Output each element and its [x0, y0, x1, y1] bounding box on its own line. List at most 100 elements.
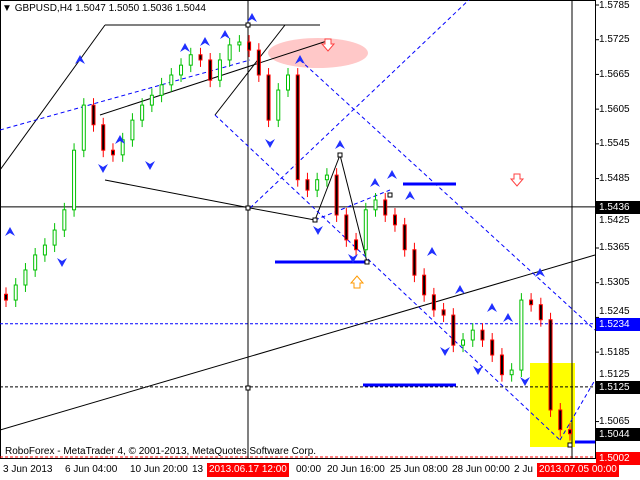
buy-arrow-icon — [349, 275, 365, 289]
candle-body — [33, 254, 38, 271]
crosshair-time-tag: 2013.07.05 00:00 — [537, 463, 619, 477]
time-label: 00:00 — [296, 464, 322, 475]
trend-line — [214, 24, 286, 116]
fractal-up-icon — [247, 13, 257, 22]
candle-body — [276, 89, 281, 121]
candle-body — [286, 74, 290, 91]
fractal-up-icon — [535, 268, 545, 277]
candle-body — [451, 314, 456, 346]
fractal-down-icon — [98, 164, 108, 173]
fractal-up-icon — [455, 285, 465, 294]
price-tick-label: 1.5665 — [599, 68, 630, 80]
fractal-up-icon — [503, 313, 513, 322]
candle-body — [324, 174, 329, 181]
channel-line — [559, 379, 596, 441]
time-label: 10 Jun 20:00 — [130, 464, 188, 475]
price-level-tag: 1.5125 — [596, 380, 640, 394]
fractal-down-icon — [520, 377, 530, 386]
candle-body — [305, 179, 310, 191]
channel-line — [299, 59, 596, 331]
candle-body — [4, 293, 8, 301]
candle-body — [101, 124, 106, 151]
trend-line — [249, 207, 316, 221]
candle-body — [159, 84, 164, 96]
candle-body — [412, 249, 417, 276]
candle-body — [422, 274, 427, 296]
fractal-down-icon — [473, 366, 483, 375]
price-tick-label: 1.5605 — [599, 103, 630, 115]
candle-body — [140, 104, 145, 121]
price-level-tag: 1.5002 — [596, 452, 640, 465]
time-label: 6 Jun 04:00 — [65, 464, 118, 475]
candle-body — [217, 59, 222, 81]
candle-body — [480, 329, 485, 341]
candle-body — [247, 41, 252, 51]
price-tick-label: 1.5485 — [599, 173, 630, 185]
candle-body — [208, 59, 213, 81]
fractal-up-icon — [370, 178, 380, 187]
candle-body — [256, 49, 261, 76]
candle-body — [237, 41, 242, 46]
candle-body — [295, 74, 300, 181]
copyright-text: RoboForex - MetaTrader 4, © 2001-2013, M… — [5, 446, 317, 457]
candle-body — [490, 339, 495, 356]
price-tick-label: 1.5305 — [599, 277, 630, 289]
price-tick-label: 1.5125 — [599, 368, 630, 380]
time-label: 3 Jun 2013 — [3, 464, 53, 475]
candle-body — [383, 199, 388, 216]
plot-frame — [0, 0, 596, 459]
candle-body — [363, 209, 368, 251]
anchor-point — [245, 385, 251, 391]
time-label: 28 Jun 00:00 — [452, 464, 510, 475]
anchor-point — [245, 205, 251, 211]
candle-body — [402, 224, 407, 251]
chart-title: ▼ GBPUSD,H4 1.5047 1.5050 1.5036 1.5044 — [2, 3, 206, 14]
time-label: 2 Ju — [514, 464, 533, 475]
candle-body — [354, 239, 359, 251]
fractal-up-icon — [335, 140, 345, 149]
candle-body — [62, 209, 67, 231]
price-tick-label: 1.5425 — [599, 214, 630, 226]
price-tick-label: 1.5185 — [599, 346, 630, 358]
anchor-point — [245, 22, 251, 28]
fractal-up-icon — [387, 170, 397, 179]
candle-body — [431, 294, 436, 311]
price-tick-label: 1.5725 — [599, 34, 630, 46]
candle-body — [227, 44, 232, 61]
anchor-point — [567, 442, 573, 448]
fractal-up-icon — [427, 247, 437, 256]
fractal-down-icon — [313, 226, 323, 235]
triangle-down-icon[interactable]: ▼ — [2, 3, 12, 14]
reversal-zone — [268, 38, 368, 68]
candle-body — [110, 149, 115, 156]
price-tick-label: 1.5365 — [599, 242, 630, 254]
fractal-down-icon — [440, 347, 450, 356]
candle-body — [13, 284, 18, 301]
candle-body — [470, 329, 475, 341]
time-label: 25 Jun 08:00 — [390, 464, 448, 475]
candle-body — [519, 299, 524, 371]
trend-line — [99, 39, 331, 116]
candle-body — [266, 74, 271, 121]
fractal-up-icon — [295, 55, 305, 64]
fractal-up-icon — [180, 43, 190, 52]
price-tick-label: 1.5245 — [599, 305, 630, 317]
trend-line — [314, 154, 341, 221]
anchor-point — [364, 259, 370, 265]
fractal-up-icon — [487, 303, 497, 312]
anchor-point — [387, 192, 393, 198]
candle-body — [198, 54, 203, 61]
candle-body — [179, 64, 184, 76]
candle-body — [344, 214, 349, 241]
sell-arrow-icon — [509, 173, 525, 187]
candle-body — [169, 74, 174, 86]
fractal-down-icon — [265, 139, 275, 148]
price-level-tag: 1.5044 — [596, 427, 640, 441]
price-tick-label: 1.5065 — [599, 415, 630, 427]
time-label: 13 — [192, 464, 204, 475]
candle-body — [149, 94, 154, 106]
candle-body — [42, 244, 47, 256]
candle-body — [91, 104, 96, 126]
fractal-up-icon — [405, 191, 415, 200]
